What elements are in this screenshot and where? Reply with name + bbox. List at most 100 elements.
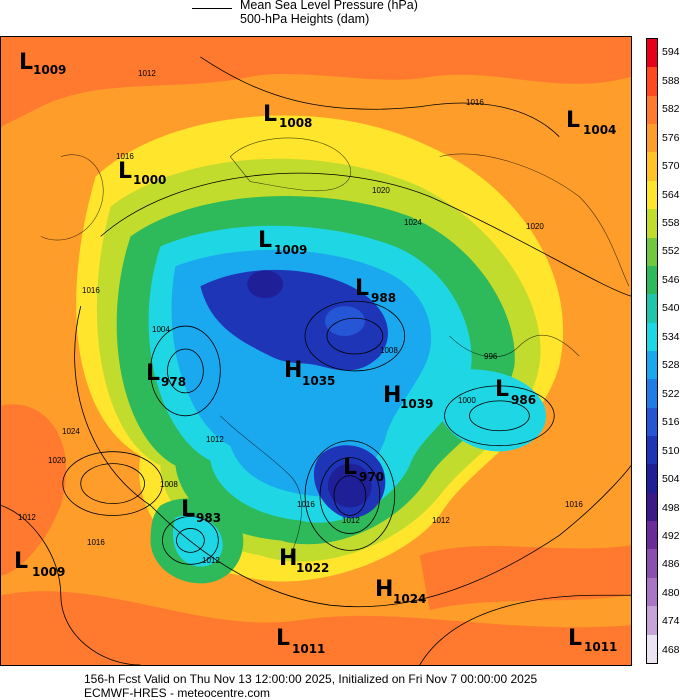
colorbar-tick-label: 564 xyxy=(662,188,680,201)
coastlines xyxy=(40,137,630,556)
isobar-label: 1012 xyxy=(432,516,450,525)
isobar-label: 1012 xyxy=(206,435,224,444)
heights-fill-504-south xyxy=(327,463,372,508)
colorbar-swatch xyxy=(647,549,657,578)
isobar-label: 1020 xyxy=(48,456,66,465)
isobar-low-986-inner xyxy=(469,400,530,432)
colorbar-swatch xyxy=(647,152,657,181)
isobar-high-west-inner xyxy=(80,463,145,504)
pressure-center-letter: L xyxy=(19,50,34,75)
coastline-alaska xyxy=(40,154,104,241)
colorbar-tick-label: 576 xyxy=(662,131,680,144)
colorbar-tick-label: 468 xyxy=(662,643,680,656)
isobar-label: 1016 xyxy=(82,286,100,295)
colorbar-tick-label: 540 xyxy=(662,302,680,315)
heights-fill-582 xyxy=(1,591,631,665)
isobar-label: 1016 xyxy=(466,98,484,107)
pressure-center-value: 1024 xyxy=(393,592,427,606)
pressure-center-value: 1039 xyxy=(400,397,434,411)
colorbar-tick-label: 480 xyxy=(662,586,680,599)
pressure-center-value: 978 xyxy=(161,375,187,389)
pressure-center-letter: L xyxy=(181,497,196,522)
pressure-center-letter: H xyxy=(284,358,303,383)
pressure-center-letter: L xyxy=(566,108,581,133)
weather-map xyxy=(0,36,632,666)
heights-fill-534-sw xyxy=(172,515,223,567)
heights-fill-510 xyxy=(200,269,388,371)
colorbar-tick-label: 474 xyxy=(662,615,680,628)
isobar-label: 1020 xyxy=(526,222,544,231)
colorbar-swatch xyxy=(647,39,657,68)
isobar-low-983-inner xyxy=(176,528,205,553)
colorbar-swatch xyxy=(647,209,657,238)
pressure-center-letter: L xyxy=(118,159,133,184)
pressure-center-value: 1011 xyxy=(292,642,326,656)
isobar-label: 1024 xyxy=(404,218,422,227)
colorbar-tick-label: 510 xyxy=(662,444,680,457)
isobar-low-970-mid xyxy=(319,457,381,534)
isobar-label: 1016 xyxy=(565,500,583,509)
coastline-greenland xyxy=(229,137,351,192)
colorbar-tick-label: 582 xyxy=(662,103,680,116)
heights-fill-582-west xyxy=(1,404,67,576)
colorbar-swatch xyxy=(647,407,657,437)
isobar-label: 996 xyxy=(484,352,498,361)
legend-heights-label: 500-hPa Heights (dam) xyxy=(240,12,370,26)
colorbar-tick-label: 534 xyxy=(662,330,680,343)
colorbar-swatch xyxy=(647,265,657,295)
pressure-center-value: 1009 xyxy=(33,63,67,77)
colorbar-tick-label: 570 xyxy=(662,160,680,173)
colorbar-swatch xyxy=(647,606,657,635)
colorbar-tick-label: 492 xyxy=(662,529,680,542)
isobar-label: 1012 xyxy=(18,513,36,522)
isobar-low-970 xyxy=(304,440,396,551)
isobar-label: 1024 xyxy=(62,427,80,436)
isobar-low-988-inner xyxy=(326,317,384,355)
isobar-low-970-inner xyxy=(333,475,367,516)
pressure-center-value: 983 xyxy=(196,511,222,525)
colorbar-tick-label: 498 xyxy=(662,501,680,514)
colorbar-tick-label: 516 xyxy=(662,416,680,429)
isobar-low-988 xyxy=(304,300,406,372)
colorbar-swatch xyxy=(647,379,657,408)
isobar-label: 1012 xyxy=(342,516,360,525)
coastline-siberia xyxy=(449,335,580,358)
colorbar-swatch xyxy=(647,492,657,522)
isobar-label: 1012 xyxy=(202,556,220,565)
colorbar-tick-label: 558 xyxy=(662,216,680,229)
isobar-line-sample xyxy=(192,8,232,9)
isobar-far-west xyxy=(1,505,141,665)
pressure-center-value: 1008 xyxy=(279,116,313,130)
pressure-center-value: 1009 xyxy=(32,565,66,579)
isobars xyxy=(1,56,631,665)
colorbar-swatch xyxy=(647,294,657,323)
colorbar-swatch xyxy=(647,95,657,125)
colorbar-swatch xyxy=(647,124,657,153)
pressure-center-letter: L xyxy=(146,361,161,386)
colorbar-tick-label: 588 xyxy=(662,74,680,87)
isobar-label: 1004 xyxy=(152,325,170,334)
pressure-center-value: 986 xyxy=(511,393,537,407)
isobar-label: 1008 xyxy=(160,480,178,489)
pressure-center-letter: L xyxy=(355,276,370,301)
heights-fill-516 xyxy=(324,306,365,337)
heights-fill-582-north xyxy=(1,37,631,127)
colorbar-swatch xyxy=(647,237,657,266)
pressure-center-letter: H xyxy=(383,383,402,408)
legend-mslp-label: Mean Sea Level Pressure (hPa) xyxy=(240,0,418,12)
pressure-center-letter: L xyxy=(568,626,583,651)
isobar-low-978 xyxy=(150,325,221,417)
colorbar-swatch xyxy=(647,634,657,663)
colorbar-swatch xyxy=(647,322,657,351)
colorbar-tick-label: 504 xyxy=(662,473,680,486)
isobar-low-986 xyxy=(444,385,555,447)
isobar-label: 1016 xyxy=(116,152,134,161)
colorbar-swatch xyxy=(647,67,657,96)
map-canvas xyxy=(1,37,631,665)
isobar-label: 1016 xyxy=(87,538,105,547)
pressure-center-letter: L xyxy=(495,377,510,402)
pressure-center-letter: L xyxy=(14,549,29,574)
colorbar-swatch xyxy=(647,436,657,465)
heights-fill-504 xyxy=(247,270,284,299)
pressure-center-letter: H xyxy=(375,577,394,602)
